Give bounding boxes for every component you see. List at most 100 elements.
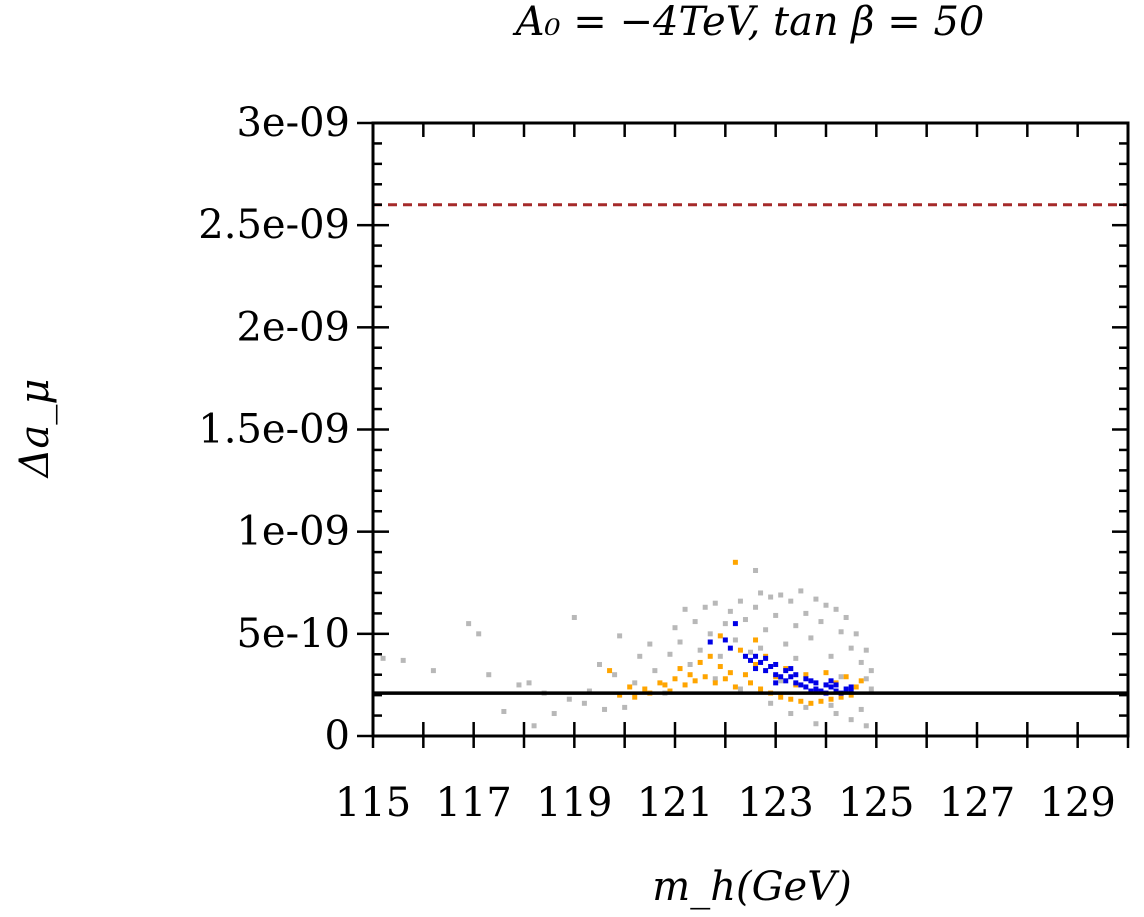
data-point: [783, 668, 789, 674]
y-tick-label: 2.5e-09: [198, 202, 350, 248]
data-point: [773, 661, 779, 667]
data-point: [516, 682, 522, 688]
data-point: [732, 637, 738, 643]
y-tick-label: 3e-09: [236, 100, 350, 146]
data-point: [833, 606, 839, 612]
data-point: [813, 686, 819, 692]
data-point: [853, 631, 859, 637]
data-point: [868, 668, 874, 674]
data-point: [868, 686, 874, 692]
data-point: [813, 721, 819, 727]
x-tick-label: 127: [939, 780, 1015, 826]
data-point: [717, 633, 723, 639]
data-point: [551, 711, 557, 717]
data-point: [803, 684, 809, 690]
data-point: [793, 655, 799, 661]
data-point: [823, 682, 829, 688]
data-point: [803, 610, 809, 616]
data-point: [632, 680, 638, 686]
data-point: [863, 647, 869, 653]
data-point: [818, 688, 824, 694]
data-point: [702, 604, 708, 610]
data-point: [768, 664, 774, 670]
data-point: [813, 680, 819, 686]
data-point: [748, 649, 753, 655]
data-point: [531, 723, 537, 729]
data-point: [581, 700, 587, 706]
data-point: [586, 688, 592, 694]
data-point: [647, 641, 653, 647]
plot-area: [373, 203, 1128, 729]
data-point: [722, 676, 728, 682]
data-point: [763, 668, 769, 674]
data-point: [778, 678, 784, 684]
plot-frame: [371, 121, 1130, 738]
data-point: [753, 666, 759, 672]
data-point: [617, 692, 623, 698]
data-point: [727, 670, 733, 676]
data-point: [863, 676, 869, 682]
data-point: [803, 672, 809, 678]
data-point: [858, 706, 864, 712]
data-point: [707, 639, 713, 645]
data-point: [828, 702, 834, 708]
data-point: [732, 621, 738, 627]
x-tick-label: 117: [435, 780, 511, 826]
data-point: [702, 674, 708, 680]
x-tick-label: 123: [737, 780, 813, 826]
x-tick-label: 115: [335, 780, 411, 826]
data-point: [722, 637, 728, 643]
data-point: [843, 674, 849, 680]
data-point: [853, 684, 859, 690]
data-point: [612, 672, 618, 678]
data-point: [758, 590, 764, 596]
data-point: [732, 684, 738, 690]
data-point: [486, 672, 492, 678]
data-point: [712, 676, 718, 682]
y-tick-label: 1.5e-09: [198, 407, 350, 453]
data-point: [828, 653, 834, 659]
y-axis-title: Δa_μ: [12, 379, 58, 480]
data-point: [813, 596, 819, 602]
x-tick-label: 129: [1039, 780, 1115, 826]
data-point: [823, 602, 829, 608]
axis-tick-labels: 115 117 119 121 123 125 127 129 0 5e-10 1e-09 1.5e-…: [198, 100, 1116, 826]
data-point: [788, 666, 794, 672]
data-point: [828, 696, 834, 702]
data-point: [476, 631, 482, 637]
data-point: [742, 617, 748, 623]
data-point: [667, 651, 673, 657]
data-point: [727, 608, 733, 614]
x-tick-label: 119: [536, 780, 612, 826]
data-point: [430, 668, 436, 674]
data-point: [501, 708, 507, 714]
data-point: [667, 688, 673, 694]
data-point: [742, 672, 748, 678]
data-point: [848, 688, 854, 694]
data-point: [823, 670, 829, 676]
data-point: [742, 653, 748, 659]
y-tick-label: 5e-10: [236, 611, 350, 657]
data-point: [818, 619, 824, 625]
data-point: [793, 672, 799, 678]
data-point: [748, 680, 753, 686]
data-point: [833, 682, 839, 688]
data-point: [833, 711, 839, 717]
data-point: [858, 678, 864, 684]
data-point: [778, 674, 784, 680]
data-point: [778, 694, 784, 700]
data-point: [848, 717, 854, 723]
data-point: [566, 696, 572, 702]
x-tick-label: 125: [838, 780, 914, 826]
data-point: [788, 598, 794, 604]
data-point: [753, 661, 759, 667]
data-point: [773, 612, 779, 618]
data-point: [692, 619, 698, 625]
data-point: [818, 698, 824, 704]
data-point: [788, 696, 794, 702]
y-tick-label: 1e-09: [236, 509, 350, 555]
data-point: [707, 653, 713, 659]
data-point: [863, 723, 869, 729]
data-point: [788, 711, 794, 717]
data-point: [672, 676, 678, 682]
